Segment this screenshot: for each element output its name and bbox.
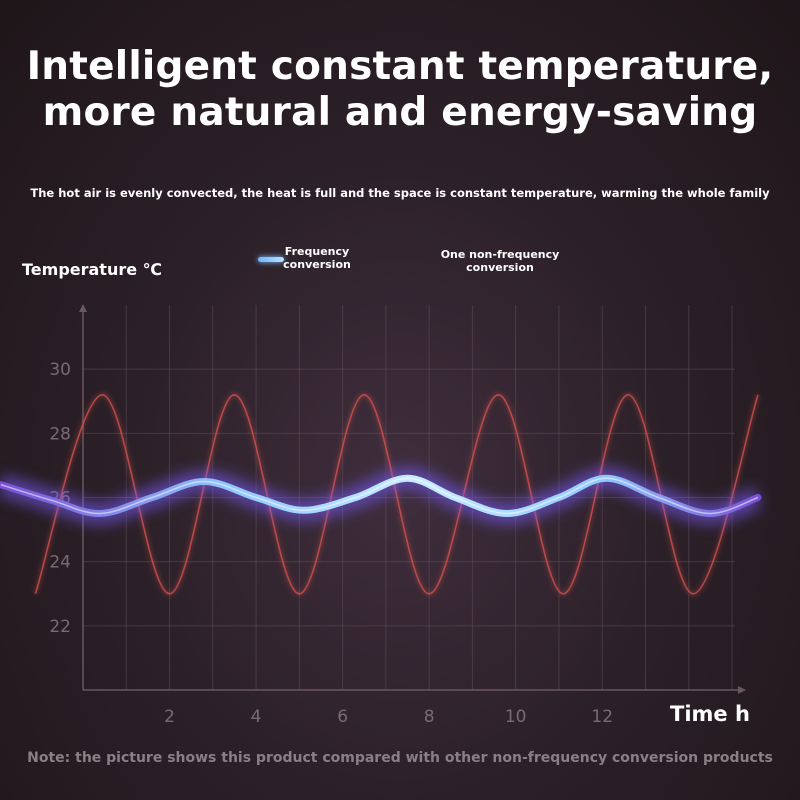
y-axis-label: Temperature ℃: [22, 260, 163, 279]
y-axis-arrow: [79, 304, 87, 312]
x-tick-label: 10: [505, 707, 527, 727]
x-tick-label: 12: [591, 707, 613, 727]
x-axis-arrow: [738, 686, 746, 694]
y-tick-label: 30: [49, 360, 71, 380]
x-tick-label: 2: [164, 707, 175, 727]
y-tick-label: 24: [49, 553, 71, 573]
x-axis-label: Time h: [670, 702, 750, 726]
y-tick-label: 28: [49, 424, 71, 444]
legend-non-frequency-conversion: One non-frequency conversion: [440, 248, 560, 274]
y-tick-label: 22: [49, 617, 71, 637]
headline-line-2: more natural and energy-saving: [42, 90, 758, 135]
subtitle: The hot air is evenly convected, the hea…: [30, 186, 770, 200]
legend-frequency-swatch: [258, 257, 284, 262]
headline: Intelligent constant temperature, more n…: [0, 44, 800, 136]
x-tick-label: 4: [251, 707, 262, 727]
footnote: Note: the picture shows this product com…: [27, 750, 773, 766]
x-tick-label: 6: [337, 707, 348, 727]
x-tick-label: 8: [424, 707, 435, 727]
frequency-series-highlight: [0, 477, 759, 515]
non-frequency-series-line: [34, 393, 759, 595]
headline-line-1: Intelligent constant temperature,: [26, 44, 774, 89]
legend-frequency-conversion: Frequency conversion: [283, 245, 351, 271]
